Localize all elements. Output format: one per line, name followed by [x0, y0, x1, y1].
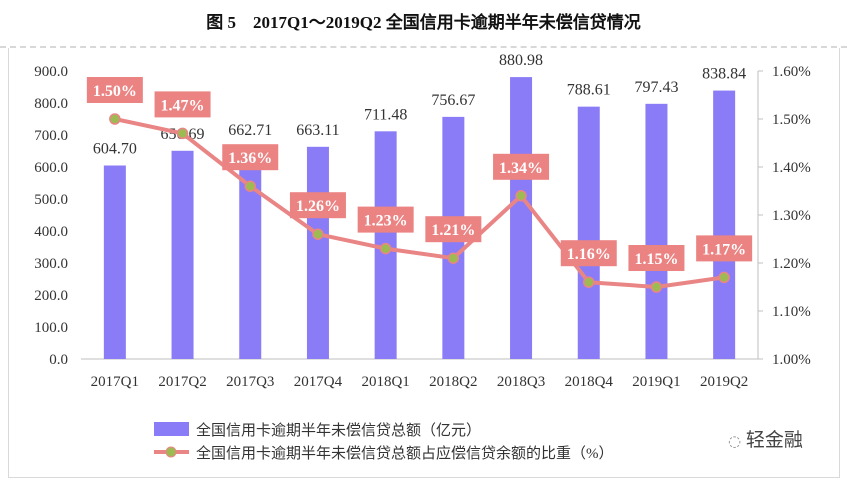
bar-data-label: 788.61 [567, 82, 611, 99]
line-data-label-box [289, 192, 346, 219]
y-right-tick-label: 1.00% [772, 352, 811, 368]
line-data-label: 1.21% [431, 222, 475, 239]
x-tick-label: 2019Q2 [700, 374, 748, 390]
bar-data-label: 604.70 [93, 140, 137, 157]
y-right-tick-label: 1.50% [772, 112, 811, 128]
bar-data-label: 838.84 [702, 66, 746, 83]
line-data-label: 1.23% [364, 213, 408, 230]
y-left-tick-label: 300.0 [34, 256, 68, 272]
y-left-tick-label: 600.0 [34, 160, 68, 176]
line-data-label-box [628, 245, 685, 271]
line-series [114, 117, 725, 289]
y-left-tick-label: 0.0 [49, 352, 68, 368]
bar-data-label: 880.98 [499, 52, 543, 69]
line-data-label-box [222, 144, 279, 171]
line-data-label-box [493, 153, 550, 180]
bar-data-label: 756.67 [431, 92, 475, 109]
line-point [650, 281, 663, 293]
y-right-tick-label: 1.40% [772, 160, 811, 176]
x-tick-label: 2017Q3 [226, 374, 274, 390]
x-tick-label: 2018Q4 [565, 374, 614, 390]
line-data-label: 1.47% [161, 97, 205, 114]
bar-data-label: 797.43 [634, 79, 678, 96]
legend-bar-label: 全国信用卡逾期半年未偿信贷总额（亿元） [196, 421, 481, 439]
line-data-label: 1.15% [634, 251, 678, 268]
line-point [447, 252, 460, 264]
y-left-tick-label: 900.0 [34, 64, 68, 80]
x-tick-label: 2017Q4 [294, 374, 343, 390]
legend-line-marker [165, 446, 177, 458]
watermark-text: 轻金融 [745, 429, 803, 451]
y-left-tick-label: 500.0 [34, 192, 68, 208]
line-point [515, 190, 527, 202]
line-data-label: 1.34% [499, 160, 543, 177]
watermark: ◌ 轻金融 [728, 425, 803, 452]
line-point [244, 180, 256, 192]
bar-data-label: 662.71 [228, 122, 272, 139]
x-tick-label: 2017Q2 [158, 374, 206, 390]
bar [645, 103, 668, 359]
chart-frame [8, 48, 840, 478]
line-data-label: 1.16% [567, 246, 611, 263]
line-point [583, 276, 595, 288]
line-point [312, 228, 324, 240]
chart-title: 图 5 2017Q1～2019Q2 全国信用卡逾期半年未偿信贷情况 [206, 13, 641, 32]
bar [713, 90, 736, 359]
line-data-label: 1.26% [296, 198, 340, 215]
line-point [379, 242, 392, 255]
y-right-tick-label: 1.30% [772, 208, 811, 224]
legend-bar-swatch [154, 422, 189, 436]
bar-data-label: 711.48 [364, 106, 407, 123]
x-tick-label: 2018Q2 [429, 374, 477, 390]
line-data-label: 1.50% [93, 83, 137, 100]
y-left-tick-label: 800.0 [34, 96, 68, 112]
line-data-label-box [425, 216, 482, 243]
x-tick-label: 2018Q3 [497, 374, 545, 390]
x-tick-label: 2019Q1 [632, 374, 680, 390]
line-point [176, 127, 189, 140]
x-tick-label: 2018Q1 [361, 374, 409, 390]
line-data-label: 1.17% [702, 241, 746, 258]
line-data-label-box [560, 240, 617, 267]
bar [306, 146, 329, 359]
line-point [109, 113, 121, 125]
line-data-label-box [357, 206, 414, 233]
line-data-label-box [696, 235, 753, 262]
legend-line-label: 全国信用卡逾期半年未偿信贷总额占应偿信贷余额的比重（%） [196, 444, 614, 462]
y-left-tick-label: 100.0 [34, 320, 68, 336]
line-data-label-box [154, 91, 211, 118]
y-right-tick-label: 1.20% [772, 256, 811, 272]
bar-data-label: 663.11 [296, 122, 339, 139]
y-left-tick-label: 400.0 [34, 224, 68, 240]
line-point [718, 271, 730, 284]
line-data-label-box [86, 77, 143, 103]
bar [103, 165, 126, 359]
y-left-tick-label: 200.0 [34, 288, 68, 304]
wechat-icon: ◌ [728, 432, 746, 450]
y-left-tick-label: 700.0 [34, 128, 68, 144]
y-right-tick-label: 1.60% [772, 64, 811, 80]
bar [239, 146, 262, 359]
bar [577, 106, 600, 359]
y-right-tick-label: 1.10% [772, 304, 811, 320]
divider [0, 46, 847, 48]
bar [171, 150, 194, 359]
line-data-label: 1.36% [228, 150, 272, 167]
x-tick-label: 2017Q1 [91, 374, 139, 390]
bar [510, 77, 533, 360]
